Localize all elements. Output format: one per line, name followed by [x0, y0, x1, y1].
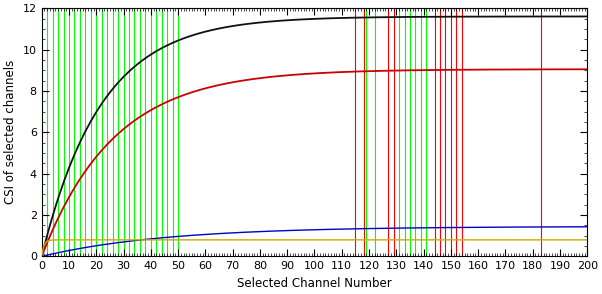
X-axis label: Selected Channel Number: Selected Channel Number	[237, 277, 392, 290]
Y-axis label: CSI of selected channels: CSI of selected channels	[4, 60, 17, 204]
